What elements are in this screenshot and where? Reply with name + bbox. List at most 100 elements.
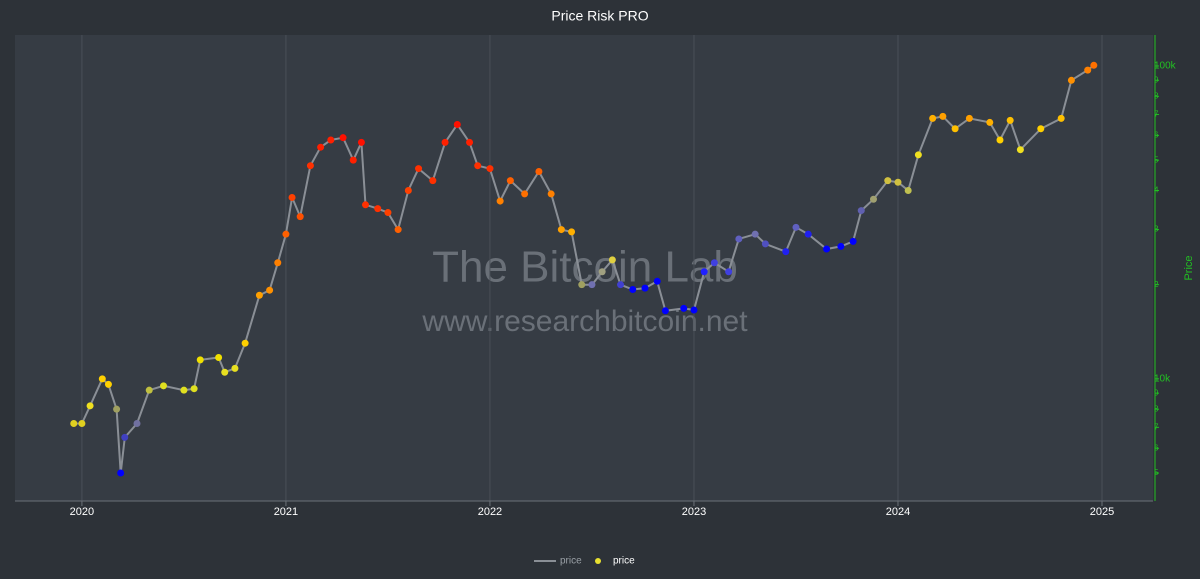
price-marker (429, 177, 437, 185)
price-marker (690, 306, 698, 314)
price-marker (939, 112, 947, 120)
price-marker (751, 230, 759, 238)
chart-title: Price Risk PRO (551, 8, 648, 24)
price-marker (884, 177, 892, 185)
price-marker (617, 281, 625, 289)
y-tick-label: 10k (1154, 373, 1171, 384)
price-marker (133, 419, 141, 427)
y-tick-label: 8 (1154, 404, 1159, 413)
x-tick-label: 2022 (478, 506, 502, 518)
price-marker (180, 386, 188, 394)
price-marker (288, 193, 296, 201)
price-marker (231, 364, 239, 372)
y-tick-label: 9 (1154, 388, 1159, 397)
y-tick-label: 8 (1154, 91, 1159, 100)
y-tick-label: 3 (1154, 225, 1159, 234)
price-marker (1057, 114, 1065, 122)
y-tick-label: 100k (1154, 61, 1177, 72)
price-marker (255, 291, 263, 299)
y-tick-label: 2 (1154, 280, 1159, 289)
price-marker (823, 245, 831, 253)
price-marker (453, 121, 461, 129)
price-marker (804, 230, 812, 238)
price-marker (710, 259, 718, 267)
price-marker (496, 197, 504, 205)
price-marker (357, 138, 365, 146)
price-marker (317, 143, 325, 151)
axes: 2020 2021 2022 2023 2024 2025 5 6 7 8 9 10k 2 3 4 5 6 7 8 9… (15, 35, 1177, 518)
x-tick-label: 2024 (886, 506, 910, 518)
legend-marker (595, 558, 601, 564)
y-tick-label: 6 (1154, 130, 1159, 139)
price-marker (196, 356, 204, 364)
plot (70, 61, 1098, 477)
price-marker (661, 307, 669, 315)
price-marker (680, 304, 688, 312)
price-marker (466, 138, 474, 146)
price-marker (578, 281, 586, 289)
x-tick-label: 2025 (1090, 506, 1114, 518)
price-marker (221, 368, 229, 376)
price-marker (857, 207, 865, 215)
price-marker (190, 385, 198, 393)
price-marker (98, 375, 106, 383)
price-marker (215, 354, 223, 362)
price-marker (521, 190, 529, 198)
price-marker (241, 339, 249, 347)
price-marker (349, 156, 357, 164)
price-marker (792, 223, 800, 231)
price-marker (1084, 66, 1092, 74)
x-tick-label: 2023 (682, 506, 706, 518)
price-marker (274, 259, 282, 267)
price-marker (113, 405, 121, 413)
price-marker (296, 213, 304, 221)
plot-area (15, 35, 1153, 501)
price-marker (929, 114, 937, 122)
y-tick-label: 4 (1154, 186, 1159, 195)
y-axis-title: Price (1183, 255, 1195, 280)
price-marker (557, 226, 565, 234)
price-marker (474, 162, 482, 170)
price-marker (837, 242, 845, 250)
x-tick-label: 2020 (70, 506, 94, 518)
price-marker (700, 268, 708, 276)
price-marker (608, 256, 616, 264)
price-marker (486, 165, 494, 173)
y-tick-label: 7 (1154, 110, 1159, 119)
price-marker (653, 277, 661, 285)
y-tick-label: 9 (1154, 75, 1159, 84)
y-tick-label: 7 (1154, 422, 1159, 431)
price-marker (361, 201, 369, 209)
price-marker (506, 177, 514, 185)
price-marker (1006, 116, 1014, 124)
price-marker (629, 286, 637, 294)
price-marker (849, 237, 857, 245)
price-marker (598, 268, 606, 276)
price-marker (735, 235, 743, 243)
watermark: www.researchbitcoin.net (421, 305, 748, 338)
price-marker (117, 469, 125, 477)
price-marker (951, 125, 959, 133)
price-marker (1016, 146, 1024, 154)
price-marker (327, 136, 335, 144)
price-marker (761, 240, 769, 248)
price-marker (441, 138, 449, 146)
price-marker (160, 382, 168, 390)
price-marker (894, 178, 902, 186)
price-marker (282, 230, 290, 238)
price-marker (404, 186, 412, 194)
price-marker (70, 419, 78, 427)
legend-label: price (613, 556, 635, 567)
price-marker (1090, 61, 1098, 69)
price-marker (588, 281, 596, 289)
price-marker (145, 386, 153, 394)
price-marker (121, 433, 129, 441)
price-marker (384, 209, 392, 217)
price-marker (104, 380, 112, 388)
price-marker (1037, 125, 1045, 133)
legend: price price (534, 556, 635, 567)
price-marker (986, 118, 994, 126)
y-tick-label: 5 (1154, 468, 1159, 477)
price-marker (266, 286, 274, 294)
